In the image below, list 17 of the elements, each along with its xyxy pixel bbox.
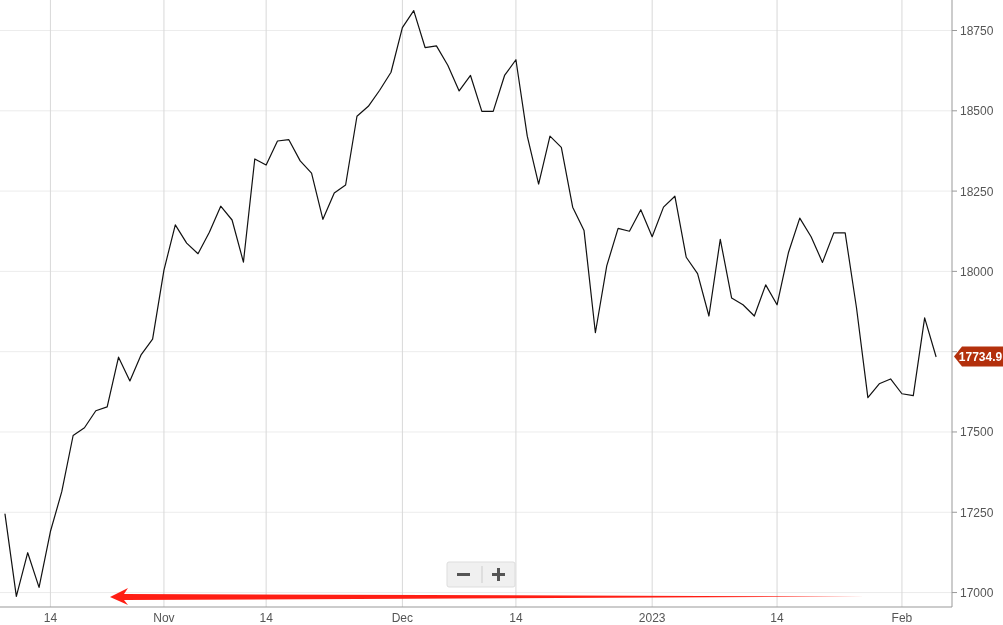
y-tick-label: 17250 — [960, 505, 994, 520]
x-tick-label: 2023 — [638, 611, 666, 625]
x-tick-label: 14 — [259, 611, 274, 625]
x-tick-label: 14 — [43, 611, 58, 625]
x-tick-label: Feb — [891, 611, 913, 625]
y-tick-label: 18250 — [960, 184, 994, 199]
y-tick-label: 18000 — [960, 264, 994, 279]
x-tick-label: Nov — [153, 611, 175, 625]
y-tick-label: 17500 — [960, 425, 994, 440]
x-tick-label: Dec — [391, 611, 414, 625]
x-tick-label: 14 — [509, 611, 523, 625]
y-tick-label: 17000 — [960, 586, 994, 601]
line-series — [4, 10, 937, 597]
x-tick-label: 14 — [770, 611, 785, 625]
y-tick-label: 18750 — [960, 24, 994, 39]
text: 17734.9 — [958, 350, 1003, 365]
y-tick-label: 18500 — [960, 104, 994, 119]
